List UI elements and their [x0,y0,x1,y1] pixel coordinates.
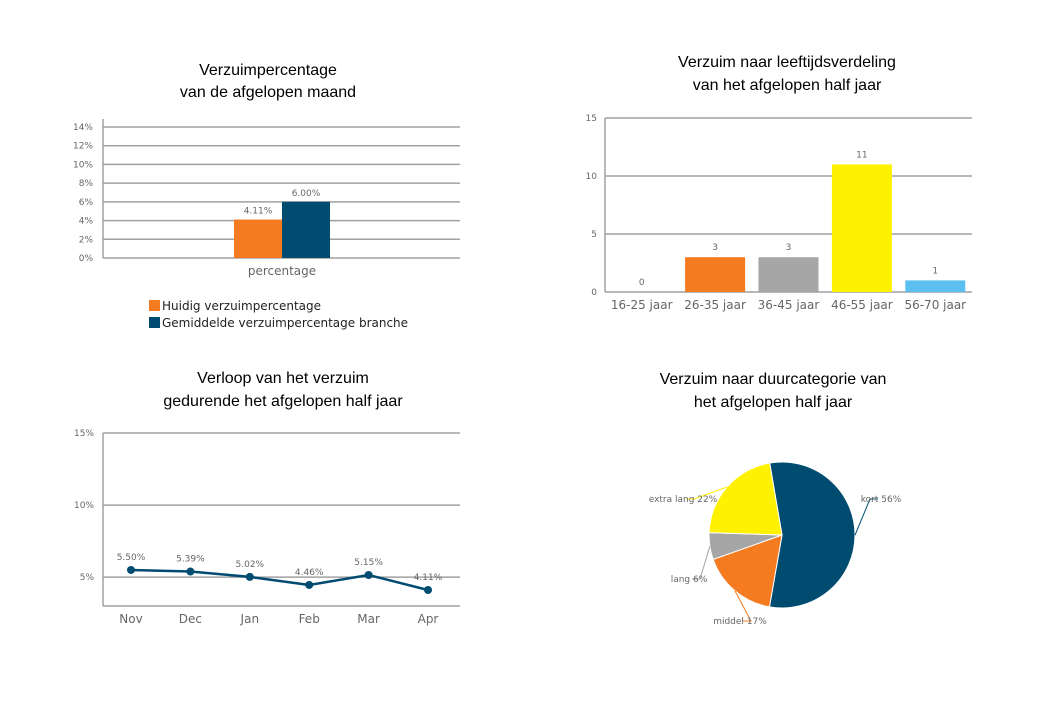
chart2-data-label: 0 [639,278,645,288]
chart2-y-tick-label: 10 [586,172,598,182]
chart1-bar [234,219,282,258]
chart-verzuimpercentage: 0% 2% 4% 6% 8% 10% 12% 14% 4.11% 6.00% percentage H… [73,119,460,330]
chart4-slice-label: middel 17% [713,617,767,627]
chart1-data-label: 4.11% [244,207,273,217]
chart3-x-tick-label: Mar [357,612,380,626]
chart2-x-tick-label: 26-35 jaar [684,298,746,312]
chart-leeftijdsverdeling: 0 5 10 15 0 16-25 jaar 3 26-35 jaar 3 36-45 jaar 1… [586,114,972,312]
chart1-legend-swatch [149,317,160,328]
chart1-x-tick-label: percentage [248,264,316,278]
chart3-data-label: 5.02% [236,560,265,570]
chart3-point [245,572,254,581]
chart4-slice-label: lang 6% [671,575,708,585]
chart2-y-tick-label: 15 [586,114,597,124]
chart1-legend-swatch [149,300,160,311]
chart2-bar [905,280,966,292]
chart3-x-tick-label: Feb [299,612,320,626]
chart2-bar [758,257,819,292]
chart2-data-label: 3 [786,243,792,253]
chart3-point [186,567,195,576]
chart3-data-label: 4.11% [414,573,443,583]
chart1-y-tick-label: 10% [73,160,93,170]
chart2-data-label: 1 [932,266,938,276]
chart2-bar [685,257,746,292]
chart1-y-tick-label: 8% [79,179,94,189]
chart2-data-label: 11 [856,150,867,160]
chart1-y-tick-label: 14% [73,123,93,133]
chart2-x-tick-label: 56-70 jaar [904,298,966,312]
chart3-x-tick-label: Dec [179,612,202,626]
chart1-legend-label: Huidig verzuimpercentage [162,299,321,313]
chart1-y-tick-label: 6% [79,198,94,208]
chart4-slice [708,462,783,536]
chart3-data-label: 5.39% [176,555,205,565]
chart3-title-line2: gedurende het afgelopen half jaar [163,393,403,410]
chart2-x-tick-label: 36-45 jaar [758,298,820,312]
chart2-y-tick-label: 5 [591,230,597,240]
chart3-x-tick-label: Apr [418,612,439,626]
chart4-slice-label: kort 56% [861,495,902,505]
chart3-data-label: 5.15% [354,558,383,568]
chart4-leader-line [854,498,878,536]
chart3-point [127,565,135,574]
chart4-title-line1: Verzuim naar duurcategorie van [660,371,887,388]
chart2-data-label: 3 [712,243,718,253]
chart1-data-label: 6.00% [292,189,321,199]
chart2-title-line1: Verzuim naar leeftijdsverdeling [678,54,896,71]
chart3-y-tick-label: 10% [74,501,94,511]
chart3-data-label: 5.50% [117,553,146,563]
chart2-bar [831,164,892,292]
chart3-data-label: 4.46% [295,568,324,578]
chart2-x-tick-label: 46-55 jaar [831,298,893,312]
chart-duurcategorie: kort 56% middel 17% lang 6% extra lang 22% [649,461,902,627]
chart1-y-tick-label: 2% [79,235,94,245]
chart4-leader-line [734,590,752,622]
chart2-x-tick-label: 16-25 jaar [611,298,673,312]
chart2-y-tick-label: 0 [591,288,597,298]
chart4-leader-line [686,486,728,500]
chart1-title-line2: van de afgelopen maand [180,84,356,101]
chart1-title-line1: Verzuimpercentage [199,62,337,79]
chart3-x-tick-label: Jan [240,612,260,626]
chart3-y-tick-label: 15% [74,429,94,439]
chart3-series-line [130,568,429,592]
chart1-y-tick-label: 0% [79,254,94,264]
chart1-bar [282,201,330,258]
chart4-leader-line [692,546,711,580]
chart4-slice [712,534,783,608]
chart3-point [364,571,373,580]
chart1-y-tick-label: 12% [73,142,93,152]
chart1-y-tick-label: 4% [79,217,94,227]
chart3-point [305,580,314,589]
chart1-legend-label: Gemiddelde verzuimpercentage branche [162,316,408,330]
chart3-y-tick-label: 5% [80,573,95,583]
chart2-title-line2: van het afgelopen half jaar [693,77,882,94]
chart-verloop: 5% 10% 15% 5.50% Nov 5.39% Dec 5.02% Jan 4.46% Feb… [74,429,460,626]
chart4-title-line2: het afgelopen half jaar [694,394,853,411]
chart3-title-line1: Verloop van het verzuim [197,370,369,387]
chart4-slice-label: extra lang 22% [649,495,718,505]
chart3-x-tick-label: Nov [119,612,142,626]
chart3-point [424,585,432,594]
